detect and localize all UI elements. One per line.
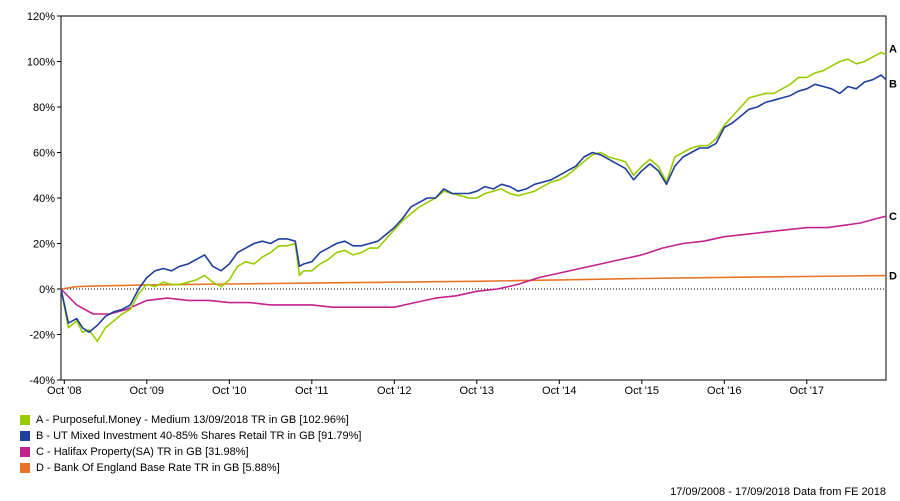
y-tick-label: 20% [33,239,55,251]
x-tick-label: Oct '14 [542,385,577,397]
y-tick-label: 100% [27,57,55,69]
date-range-footer: 17/09/2008 - 17/09/2018 Data from FE 201… [670,486,886,498]
legend-swatch [20,463,30,473]
performance-chart: -40% -20% 0% 20% 40% 60% 80% 100% 120% Oct '08 Oct… [27,11,897,397]
series-line-b [60,74,887,334]
series-line-d [60,274,887,290]
y-tick-label: 120% [27,11,55,23]
legend-label: B - UT Mixed Investment 40-85% Shares Re… [36,430,362,442]
x-tick-label: Oct '10 [212,385,247,397]
series-line-a [60,51,887,343]
end-label-a: A [889,44,897,56]
x-tick-label: Oct '11 [295,385,329,397]
end-label-d: D [889,271,897,283]
y-tick-label: 80% [33,102,55,114]
x-tick-label: Oct '17 [790,385,825,397]
legend-label: A - Purposeful.Money - Medium 13/09/2018… [36,414,349,426]
legend-swatch [20,431,30,441]
legend-item: B - UT Mixed Investment 40-85% Shares Re… [20,428,361,444]
end-label-b: B [889,79,897,91]
series-line-c [60,215,887,315]
legend-label: D - Bank Of England Base Rate TR in GB [… [36,462,280,474]
legend-item: C - Halifax Property(SA) TR in GB [31.98… [20,444,361,460]
y-tick-label: 0% [39,284,55,296]
x-tick-label: Oct '12 [377,385,412,397]
legend-item: D - Bank Of England Base Rate TR in GB [… [20,460,361,476]
x-tick-label: Oct '08 [47,385,82,397]
chart-series-lines [60,51,887,343]
legend-item: A - Purposeful.Money - Medium 13/09/2018… [20,412,361,428]
y-tick-label: -20% [29,330,55,342]
legend-swatch [20,447,30,457]
y-tick-label: 60% [33,148,55,160]
y-tick-label: 40% [33,193,55,205]
chart-end-labels: A B C D [889,44,897,283]
end-label-c: C [889,211,897,223]
legend-swatch [20,415,30,425]
legend-label: C - Halifax Property(SA) TR in GB [31.98… [36,446,249,458]
x-tick-label: Oct '09 [130,385,165,397]
x-tick-label: Oct '15 [625,385,660,397]
chart-axes: -40% -20% 0% 20% 40% 60% 80% 100% 120% Oct '08 Oct… [27,11,887,397]
x-tick-label: Oct '13 [460,385,495,397]
chart-legend: A - Purposeful.Money - Medium 13/09/2018… [20,412,361,476]
x-tick-label: Oct '16 [707,385,742,397]
y-tick-label: -40% [29,375,55,387]
